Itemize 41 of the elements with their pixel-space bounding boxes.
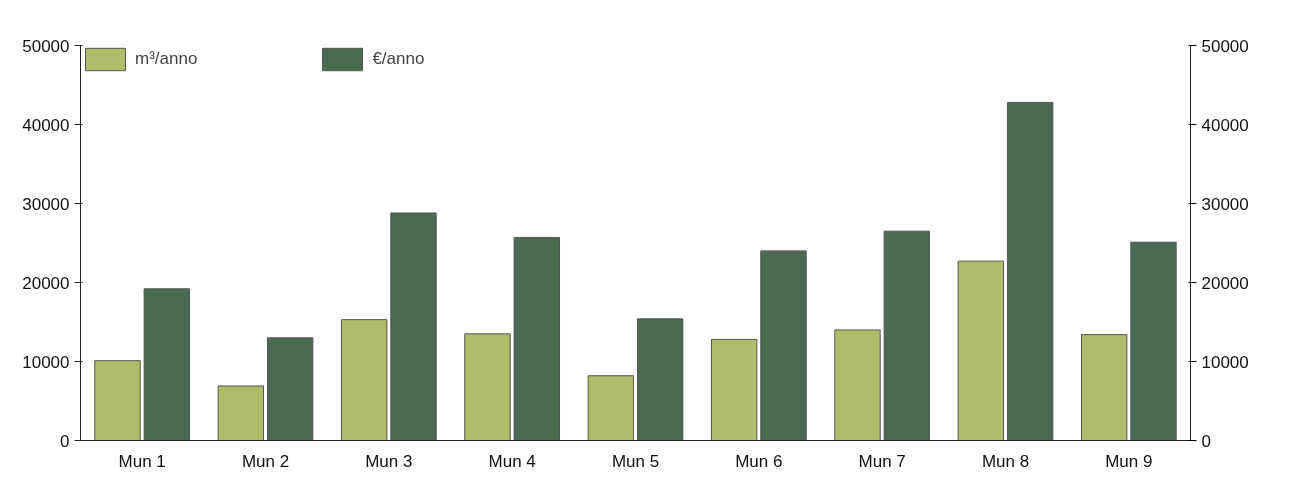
y2-tick-label: 40000 bbox=[1201, 115, 1249, 135]
bar bbox=[513, 236, 561, 441]
y-tick-label: 0 bbox=[60, 431, 70, 451]
y-tick-label: 50000 bbox=[22, 36, 70, 56]
bar bbox=[143, 288, 191, 441]
bar bbox=[217, 385, 265, 441]
x-tick-label: Mun 1 bbox=[118, 451, 166, 471]
y-tick-label: 40000 bbox=[22, 115, 70, 135]
bar bbox=[94, 360, 141, 441]
bar bbox=[587, 375, 635, 441]
bar bbox=[1080, 334, 1128, 441]
bar bbox=[636, 318, 684, 441]
bar bbox=[957, 260, 1005, 441]
x-tick-label: Mun 3 bbox=[365, 451, 413, 471]
y-tick-label: 10000 bbox=[22, 352, 70, 372]
bar bbox=[390, 212, 437, 441]
y-tick-label: 30000 bbox=[22, 194, 70, 214]
bar bbox=[710, 338, 758, 441]
bar bbox=[883, 230, 931, 441]
bar bbox=[1006, 101, 1054, 441]
y2-tick-label: 10000 bbox=[1201, 352, 1249, 372]
bar bbox=[834, 329, 881, 441]
legend-label: €/anno bbox=[372, 49, 425, 69]
y2-tick-label: 30000 bbox=[1201, 194, 1249, 214]
x-tick-label: Mun 6 bbox=[735, 451, 783, 471]
legend-label: m³/anno bbox=[135, 49, 198, 69]
y2-tick-label: 20000 bbox=[1201, 273, 1249, 293]
x-tick-label: Mun 7 bbox=[858, 451, 906, 471]
bar bbox=[464, 333, 511, 441]
y2-tick-label: 0 bbox=[1201, 431, 1211, 451]
x-tick-label: Mun 4 bbox=[488, 451, 536, 471]
bar bbox=[1130, 241, 1177, 441]
bar bbox=[760, 250, 807, 441]
bar bbox=[266, 337, 314, 441]
x-tick-label: Mun 5 bbox=[611, 451, 660, 471]
x-tick-label: Mun 8 bbox=[981, 451, 1030, 471]
bar bbox=[340, 319, 388, 441]
x-tick-label: Mun 9 bbox=[1105, 451, 1153, 471]
y-tick-label: 20000 bbox=[22, 273, 70, 293]
y2-tick-label: 50000 bbox=[1201, 36, 1249, 56]
x-tick-label: Mun 2 bbox=[241, 451, 290, 471]
